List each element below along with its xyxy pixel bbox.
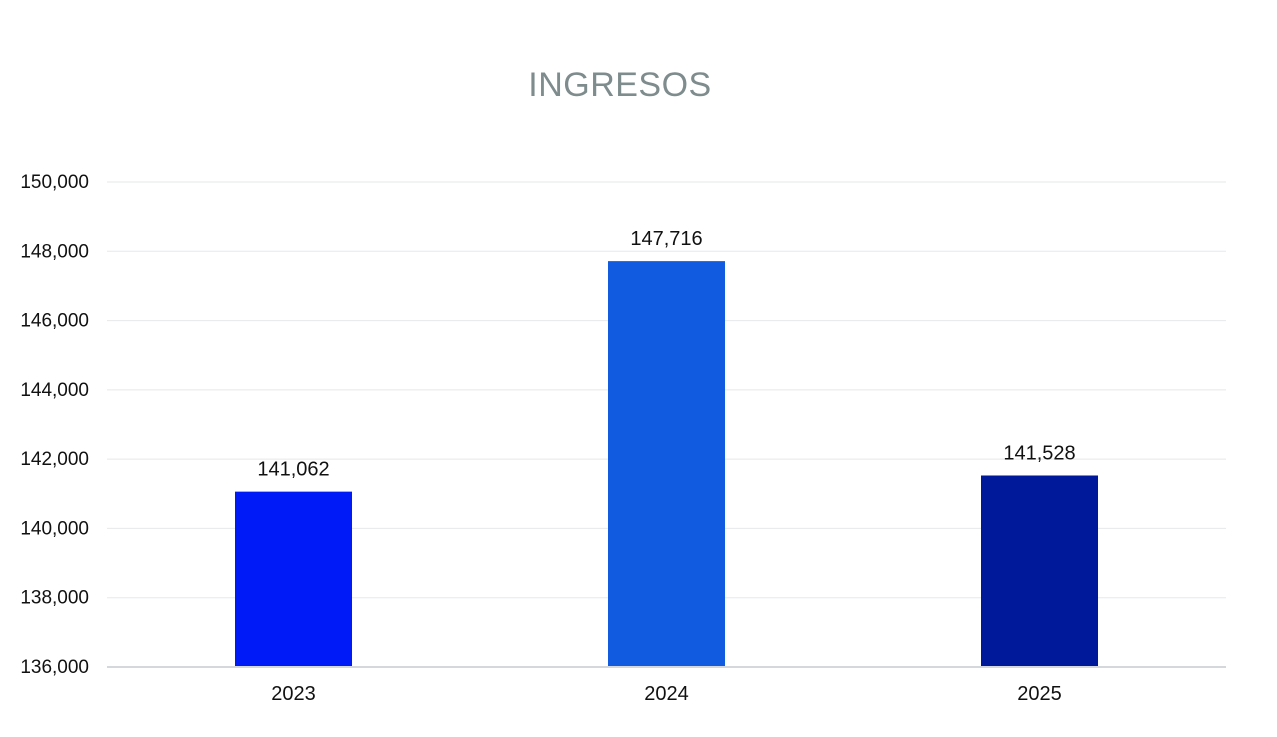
x-tick-label: 2023	[271, 683, 316, 705]
y-tick-label: 140,000	[20, 518, 89, 539]
data-label: 147,716	[630, 228, 702, 250]
bars	[235, 261, 1098, 667]
bar-2023	[235, 491, 352, 667]
x-tick-label: 2024	[644, 683, 689, 705]
data-label: 141,062	[257, 459, 329, 481]
data-label: 141,528	[1003, 442, 1075, 464]
data-labels: 141,062 147,716 141,528	[257, 228, 1075, 481]
y-tick-label: 142,000	[20, 449, 89, 470]
y-tick-label: 138,000	[20, 588, 89, 609]
y-tick-label: 136,000	[20, 657, 89, 678]
bar-2024	[608, 261, 725, 667]
y-tick-label: 150,000	[20, 172, 89, 193]
y-tick-label: 144,000	[20, 380, 89, 401]
axes: 136,000 138,000 140,000 142,000 144,000 146,0…	[20, 172, 1226, 705]
y-tick-label: 148,000	[20, 241, 89, 262]
chart-title: INGRESOS	[528, 66, 712, 104]
bar-2025	[981, 475, 1098, 667]
y-tick-label: 146,000	[20, 311, 89, 332]
x-tick-label: 2025	[1017, 683, 1062, 705]
